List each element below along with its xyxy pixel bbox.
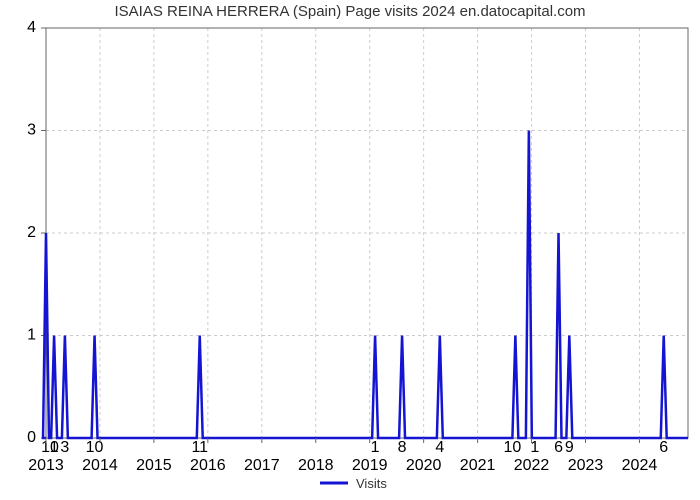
ytick-label: 2 bbox=[27, 224, 36, 241]
ytick-label: 4 bbox=[27, 19, 36, 36]
x-year-label: 2021 bbox=[460, 457, 496, 474]
x-year-label: 2014 bbox=[82, 457, 118, 474]
x-year-label: 2020 bbox=[406, 457, 442, 474]
x-year-label: 2024 bbox=[622, 457, 658, 474]
legend-label: Visits bbox=[356, 476, 387, 491]
chart-bg bbox=[0, 0, 700, 500]
x-value-label: 11 bbox=[191, 439, 208, 456]
x-value-label: 1 bbox=[371, 439, 380, 456]
x-year-label: 2022 bbox=[514, 457, 550, 474]
x-year-label: 2013 bbox=[28, 457, 64, 474]
ytick-label: 1 bbox=[27, 327, 36, 344]
x-year-label: 2017 bbox=[244, 457, 280, 474]
x-year-label: 2019 bbox=[352, 457, 388, 474]
x-value-label: 3 bbox=[60, 439, 69, 456]
x-year-label: 2015 bbox=[136, 457, 172, 474]
x-value-label: 6 bbox=[554, 439, 563, 456]
ytick-label: 0 bbox=[27, 429, 36, 446]
x-year-label: 2023 bbox=[568, 457, 604, 474]
x-year-label: 2016 bbox=[190, 457, 226, 474]
chart-title: ISAIAS REINA HERRERA (Spain) Page visits… bbox=[114, 3, 585, 20]
x-value-label: 4 bbox=[435, 439, 444, 456]
x-value-label: 9 bbox=[565, 439, 574, 456]
x-value-label: 10 bbox=[86, 439, 104, 456]
x-value-label: 1 bbox=[50, 439, 59, 456]
x-value-label: 6 bbox=[659, 439, 668, 456]
ytick-label: 3 bbox=[27, 122, 36, 139]
x-year-label: 2018 bbox=[298, 457, 334, 474]
x-value-label: 8 bbox=[398, 439, 407, 456]
x-value-label: 10 bbox=[503, 439, 521, 456]
